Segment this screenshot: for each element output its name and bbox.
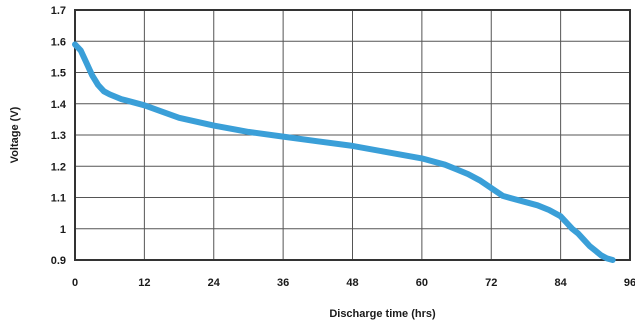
plot-frame <box>74 9 631 261</box>
x-tick-label-3: 36 <box>277 277 289 289</box>
y-tick-label-6: 1.5 <box>51 68 66 80</box>
x-tick-label-2: 24 <box>208 277 221 289</box>
y-axis-label: Voltage (V) <box>9 106 21 163</box>
y-tick-label-8: 1.7 <box>51 5 66 17</box>
x-tick-label-5: 60 <box>416 277 428 289</box>
y-tick-label-0: 0.9 <box>51 255 66 267</box>
x-axis-label: Discharge time (hrs) <box>329 308 436 320</box>
series-line-0 <box>72 41 616 263</box>
series-group <box>72 41 616 263</box>
y-tick-labels: 0.9 1 1.1 1.2 1.3 1.4 1.5 1.6 1.7 <box>51 5 67 267</box>
y-tick-label-3: 1.2 <box>51 161 66 173</box>
x-tick-labels: 0 12 24 36 48 60 72 84 96 <box>72 277 635 289</box>
x-tick-label-8: 96 <box>624 277 635 289</box>
y-tick-label-4: 1.3 <box>51 130 66 142</box>
y-tick-label-7: 1.6 <box>51 36 66 48</box>
y-tick-label-5: 1.4 <box>51 99 67 111</box>
y-tick-label-2: 1.1 <box>51 193 66 205</box>
x-tick-label-0: 0 <box>72 277 78 289</box>
y-tick-label-1: 1 <box>60 224 66 236</box>
x-tick-label-1: 12 <box>138 277 150 289</box>
x-tick-label-4: 48 <box>346 277 358 289</box>
x-tick-label-7: 84 <box>555 277 568 289</box>
x-tick-label-6: 72 <box>485 277 497 289</box>
grid-lines <box>74 9 631 261</box>
